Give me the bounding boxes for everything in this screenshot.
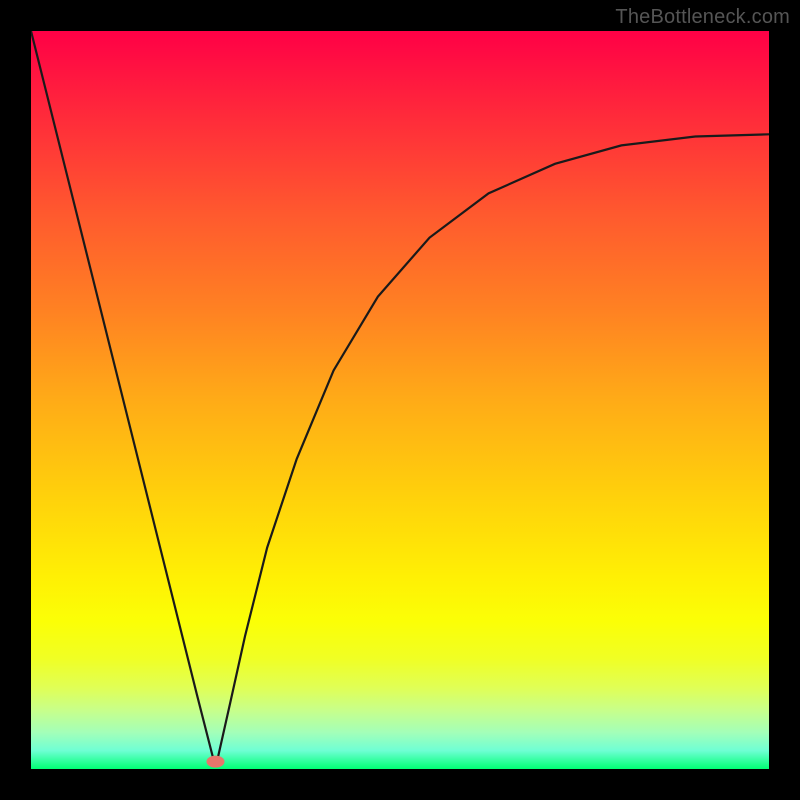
watermark-label: TheBottleneck.com	[615, 6, 790, 29]
bottleneck-curve-chart	[31, 31, 769, 769]
plot-frame	[31, 31, 769, 769]
minimum-marker	[207, 756, 225, 768]
chart-container: TheBottleneck.com	[0, 0, 800, 800]
